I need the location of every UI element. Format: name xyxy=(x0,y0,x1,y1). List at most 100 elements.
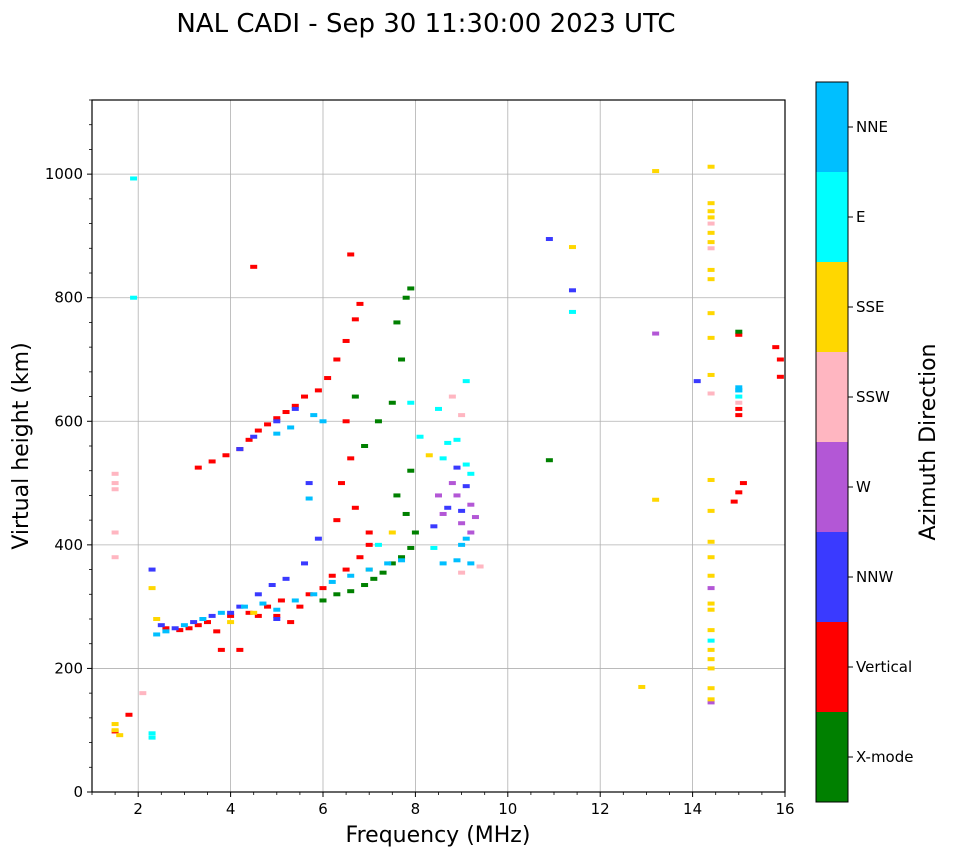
data-point xyxy=(291,598,299,603)
data-point xyxy=(707,607,715,612)
data-point xyxy=(707,700,715,705)
data-point xyxy=(139,691,147,696)
grid-lines xyxy=(92,100,786,793)
data-point xyxy=(153,617,161,621)
data-point xyxy=(545,458,553,463)
colorbar-tick-label: NNW xyxy=(856,568,893,586)
colorbar-segment xyxy=(816,352,848,442)
data-point xyxy=(227,610,235,615)
data-point xyxy=(240,604,248,609)
data-point xyxy=(379,570,387,575)
series-sse xyxy=(111,164,715,738)
data-point xyxy=(217,647,225,652)
data-point xyxy=(222,453,230,458)
colorbar: X-mode Vertical NNW W SSW SSE E NNE xyxy=(815,81,913,803)
data-point xyxy=(277,598,285,603)
y-tick-label: 0 xyxy=(73,783,83,801)
colorbar-tick-label: W xyxy=(856,478,871,496)
data-point xyxy=(707,215,715,220)
data-point xyxy=(707,508,715,513)
data-point xyxy=(351,394,359,399)
data-point xyxy=(453,465,461,470)
data-point xyxy=(273,419,281,424)
x-tick-label: 2 xyxy=(133,800,143,818)
data-point xyxy=(453,558,461,563)
data-point xyxy=(462,536,470,541)
series-nnw xyxy=(148,237,701,631)
data-point xyxy=(268,583,276,588)
axis-ticks: 2 4 6 8 10 12 14 16 0 200 400 600 800 1000 xyxy=(45,99,795,818)
data-point xyxy=(707,246,715,251)
x-tick-label: 16 xyxy=(775,800,794,818)
data-point xyxy=(185,626,193,631)
data-point xyxy=(374,419,382,424)
data-point xyxy=(217,610,225,615)
data-point xyxy=(305,496,313,501)
colorbar-tick-label: X-mode xyxy=(856,748,913,766)
data-point xyxy=(462,462,470,467)
data-point xyxy=(111,487,119,492)
data-point xyxy=(116,733,124,738)
data-point xyxy=(273,431,281,436)
x-tick-label: 14 xyxy=(683,800,702,818)
data-point xyxy=(652,331,660,336)
colorbar-segment xyxy=(816,262,848,352)
series-nne xyxy=(153,385,743,637)
data-point xyxy=(707,311,715,316)
y-tick-label: 600 xyxy=(54,412,83,430)
colorbar-segment xyxy=(816,712,848,802)
data-point xyxy=(707,638,715,643)
data-point xyxy=(180,623,188,628)
data-point xyxy=(448,481,456,486)
data-point xyxy=(337,481,345,486)
data-point xyxy=(707,201,715,206)
series-w xyxy=(435,331,715,705)
data-point xyxy=(111,530,119,535)
data-point xyxy=(462,484,470,489)
data-point xyxy=(735,406,743,411)
colorbar-label: Azimuth Direction xyxy=(916,343,941,540)
data-point xyxy=(707,573,715,578)
data-point xyxy=(467,471,475,476)
data-point xyxy=(351,505,359,510)
data-point xyxy=(342,419,350,424)
data-point xyxy=(305,481,313,486)
series-e xyxy=(130,176,743,740)
x-tick-label: 6 xyxy=(318,800,328,818)
data-point xyxy=(356,555,364,560)
x-tick-label: 4 xyxy=(226,800,236,818)
y-tick-label: 800 xyxy=(54,289,83,307)
data-point xyxy=(707,335,715,340)
data-point xyxy=(190,620,198,625)
data-point xyxy=(273,416,281,421)
data-point xyxy=(328,573,336,578)
data-point xyxy=(467,502,475,507)
data-point xyxy=(213,629,221,634)
data-point xyxy=(374,542,382,547)
data-point xyxy=(735,385,743,390)
data-point xyxy=(471,515,479,520)
data-point xyxy=(162,626,170,631)
data-point xyxy=(707,277,715,282)
data-point xyxy=(365,542,373,547)
data-point xyxy=(707,230,715,235)
data-point xyxy=(398,555,406,560)
data-point xyxy=(439,456,447,461)
data-point xyxy=(707,391,715,396)
y-axis-label: Virtual height (km) xyxy=(9,342,34,549)
data-point xyxy=(282,410,290,415)
data-point xyxy=(398,558,406,563)
data-point xyxy=(273,613,281,618)
data-point xyxy=(301,394,309,399)
data-point xyxy=(236,647,244,652)
data-point xyxy=(735,490,743,495)
data-point xyxy=(264,604,272,609)
x-tick-label: 10 xyxy=(498,800,517,818)
data-point xyxy=(370,576,378,581)
data-point xyxy=(347,252,355,257)
x-tick-label: 12 xyxy=(591,800,610,818)
data-point xyxy=(148,735,156,740)
data-point xyxy=(245,610,253,615)
colorbar-segment xyxy=(816,82,848,172)
data-point xyxy=(707,657,715,662)
